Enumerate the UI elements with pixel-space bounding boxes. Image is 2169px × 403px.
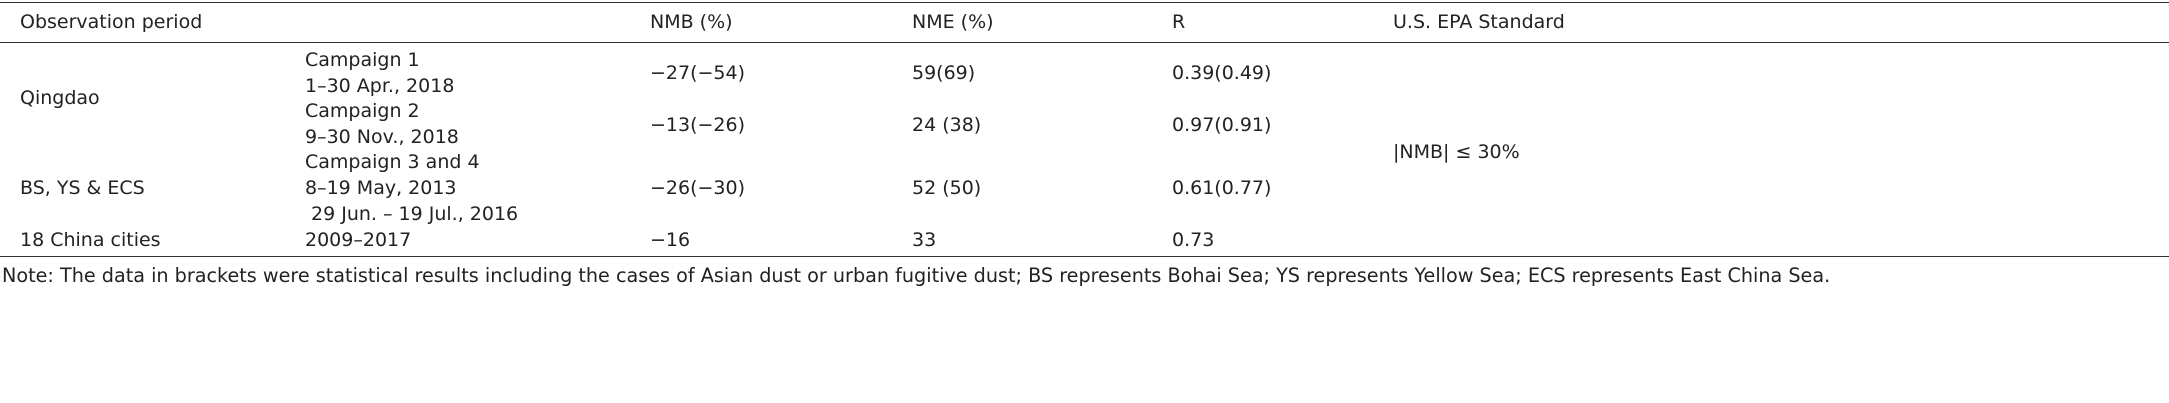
nmb: −27(−54) [650,62,746,84]
header-cell: R [1172,11,1186,33]
header-cell: U.S. EPA Standard [1393,11,1565,33]
nme: 33 [912,229,937,251]
campaign: Campaign 2 [305,100,420,122]
table-note: Note: The data in brackets were statisti… [2,264,1831,287]
header-rule [0,42,2169,43]
standard: |NMB| ≤ 30% [1393,141,1520,163]
period: 1–30 Apr., 2018 [305,75,455,97]
site: 18 China cities [20,229,161,251]
campaign: Campaign 1 [305,49,420,71]
r: 0.39(0.49) [1172,62,1272,84]
site: BS, YS & ECS [20,177,145,199]
bottom-rule [0,256,2169,257]
campaign: Campaign 3 and 4 [305,151,480,173]
header-cell: NME (%) [912,11,994,33]
r: 0.73 [1172,229,1215,251]
nme: 52 (50) [912,177,982,199]
nmb: −13(−26) [650,114,746,136]
nme: 24 (38) [912,114,982,136]
header-cell: NMB (%) [650,11,733,33]
r: 0.97(0.91) [1172,114,1272,136]
nmb: −26(−30) [650,177,746,199]
nme: 59(69) [912,62,976,84]
r: 0.61(0.77) [1172,177,1272,199]
top-rule [0,2,2169,3]
period: 29 Jun. – 19 Jul., 2016 [311,203,519,225]
nmb: −16 [650,229,691,251]
period: 9–30 Nov., 2018 [305,126,459,148]
period: 8–19 May, 2013 [305,177,457,199]
header-cell: Observation period [20,11,203,33]
site: Qingdao [20,87,100,109]
period: 2009–2017 [305,229,412,251]
